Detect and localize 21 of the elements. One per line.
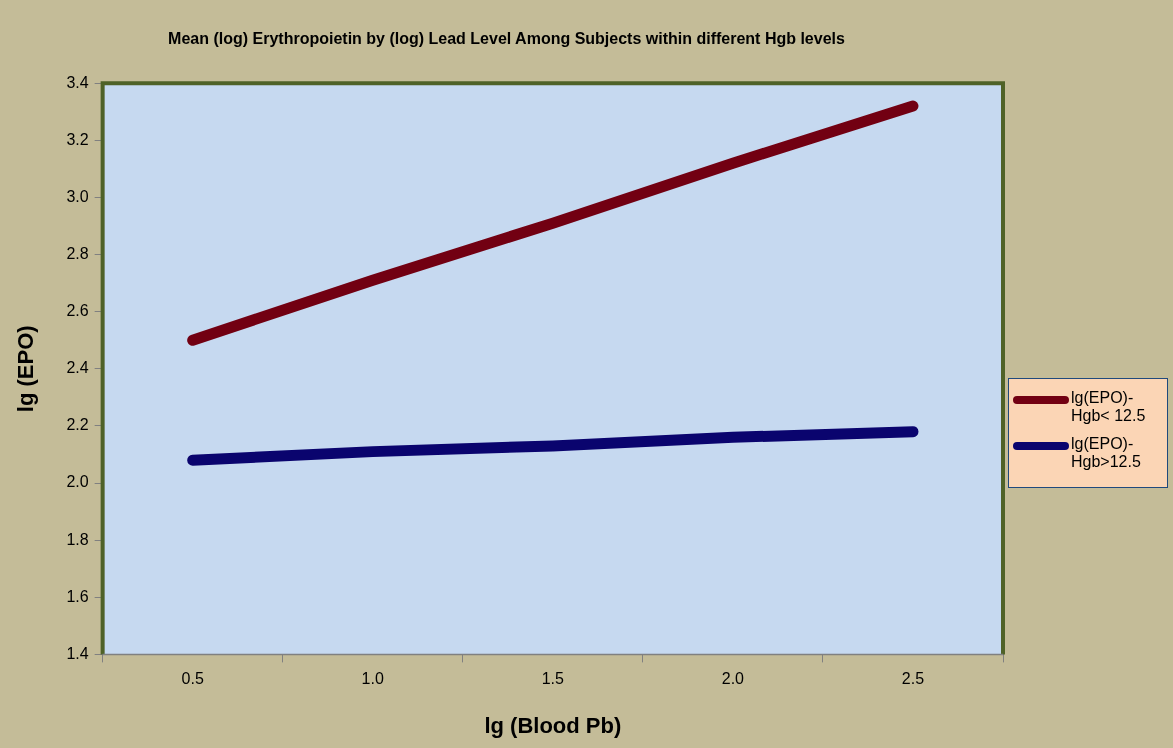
y-tick-label: 2.0 (66, 473, 89, 491)
x-axis-title: lg (Blood Pb) (484, 712, 622, 738)
y-tick-label: 2.2 (66, 416, 89, 434)
x-tick-label: 1.0 (361, 670, 384, 688)
y-tick-label: 1.6 (66, 587, 89, 605)
y-tick-label: 2.6 (66, 302, 89, 320)
x-tick-label: 2.0 (721, 670, 745, 688)
y-tick-label: 1.4 (66, 644, 89, 662)
x-tick-label: 1.5 (541, 670, 565, 688)
chart-title: Mean (log) Erythropoietin by (log) Lead Level Among Subjects within different Hgb levels (168, 30, 845, 48)
legend-label: lg(EPO)- Hgb< 12.5 (1071, 389, 1147, 425)
y-tick-label: 2.8 (66, 244, 89, 262)
y-axis-title: lg (EPO) (13, 325, 39, 413)
y-tick-label: 3.0 (66, 187, 89, 205)
legend-label: lg(EPO)- Hgb>12.5 (1071, 435, 1142, 471)
y-tick-label: 3.2 (66, 130, 89, 148)
y-tick-label: 2.4 (66, 359, 89, 377)
y-tick-label: 3.4 (66, 73, 89, 91)
y-tick-label: 1.8 (66, 530, 89, 548)
x-tick-label: 0.5 (181, 670, 204, 688)
x-tick-label: 2.5 (901, 670, 925, 688)
